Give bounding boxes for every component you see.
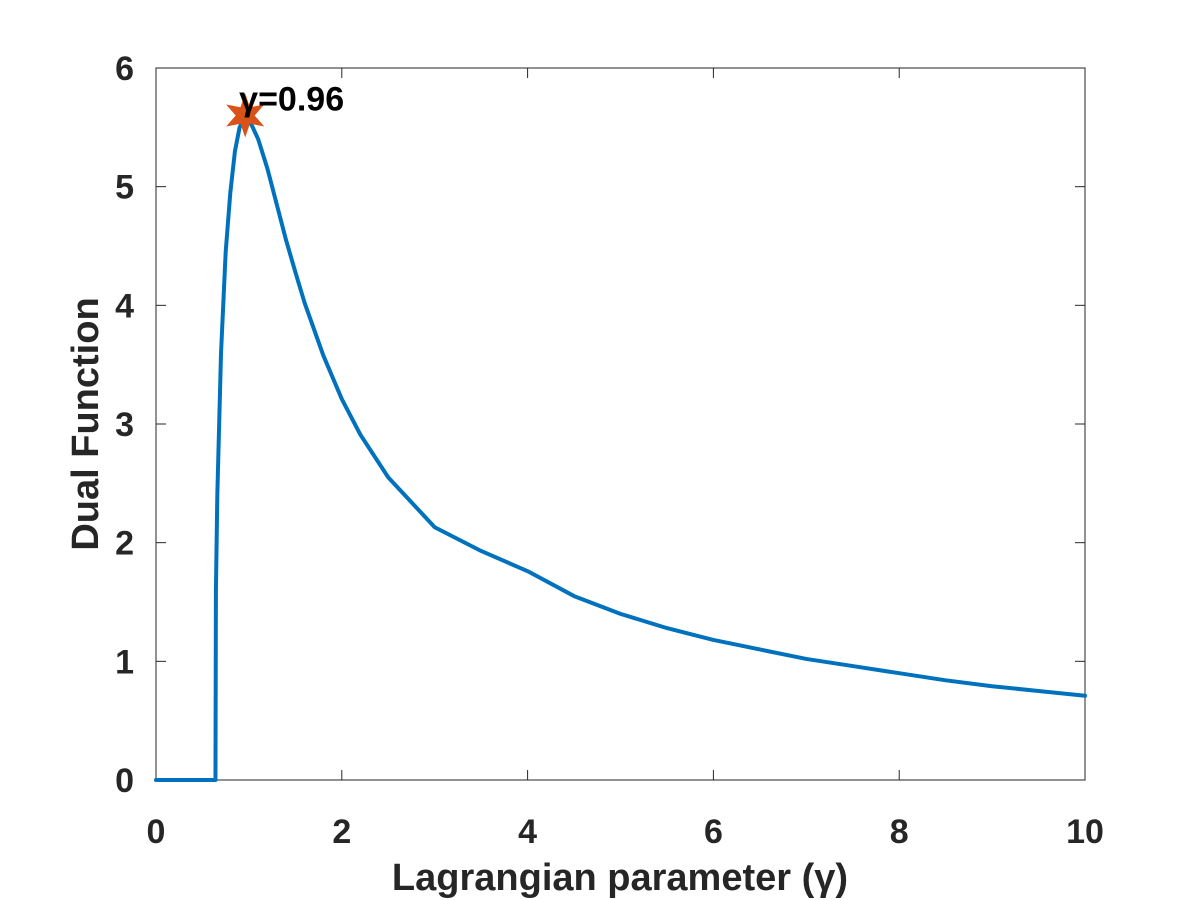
x-tick-label: 8 (890, 813, 909, 851)
y-tick-label: 5 (115, 169, 134, 207)
peak-annotation: γ=0.96 (239, 80, 344, 118)
y-tick-label: 0 (115, 762, 134, 800)
x-tick-label: 2 (332, 813, 351, 851)
y-tick-label: 1 (115, 643, 134, 681)
x-axis-label: Lagrangian parameter (γ) (392, 857, 848, 899)
x-tick-label: 4 (518, 813, 537, 851)
y-tick-label: 3 (115, 406, 134, 444)
x-axis-ticks: 0 2 4 6 8 10 (147, 68, 1104, 851)
y-tick-label: 2 (115, 525, 134, 563)
x-tick-label: 10 (1066, 813, 1104, 851)
y-tick-label: 6 (115, 50, 134, 88)
y-axis-label: Dual Function (65, 297, 107, 550)
x-tick-label: 6 (704, 813, 723, 851)
series-line (154, 113, 1087, 782)
y-tick-label: 4 (115, 287, 134, 325)
x-tick-label: 0 (147, 813, 166, 851)
peak-marker (226, 93, 265, 138)
y-axis-ticks: 0 1 2 3 4 5 6 (115, 50, 1085, 800)
plot-area (155, 67, 1086, 781)
